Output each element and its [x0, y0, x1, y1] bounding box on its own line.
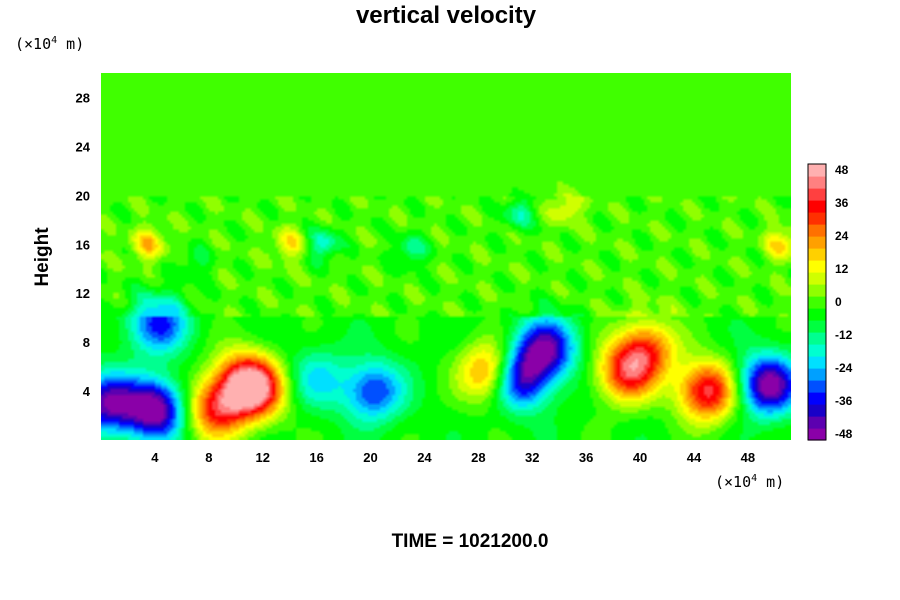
x-tick-label: 16 — [309, 450, 323, 465]
heatmap-feature-8 — [490, 371, 494, 375]
heatmap-feature-18 — [517, 212, 521, 216]
x-unit-label: (×104 m) — [715, 473, 784, 491]
time-label: TIME = 1021200.0 — [391, 531, 549, 552]
heatmap-feature-15 — [146, 242, 150, 246]
heatmap-feature-9 — [517, 377, 521, 381]
y-unit-label: (×104 m) — [15, 35, 84, 53]
x-tick-label: 48 — [741, 450, 755, 465]
colorbar-segment — [808, 212, 826, 225]
colorbar-frame — [807, 163, 827, 441]
colorbar-tick-label: -48 — [835, 427, 853, 441]
y-tick-label: 20 — [76, 188, 90, 203]
colorbar-tick-label: 12 — [835, 262, 849, 276]
heatmap-feature-3 — [214, 407, 218, 411]
y-tick-label: 4 — [83, 384, 91, 399]
x-tick-label: 24 — [417, 450, 432, 465]
x-tick-label: 28 — [471, 450, 485, 465]
heatmap-feature-11 — [625, 371, 629, 375]
colorbar-segment — [808, 272, 826, 285]
heatmap-feature-0 — [106, 401, 110, 405]
colorbar — [807, 163, 827, 441]
colorbar-segment — [808, 296, 826, 309]
colorbar-segment — [808, 344, 826, 357]
colorbar-segment — [808, 176, 826, 189]
colorbar-segment — [808, 188, 826, 201]
heatmap-feature-19 — [564, 206, 568, 210]
heatmap-feature-7 — [371, 389, 375, 393]
colorbar-segment — [808, 260, 826, 273]
colorbar-segment — [808, 200, 826, 213]
x-tick-label: 32 — [525, 450, 539, 465]
colorbar-segment — [808, 356, 826, 369]
heatmap-feature-21 — [409, 248, 413, 252]
colorbar-segment — [808, 284, 826, 297]
colorbar-segment — [808, 308, 826, 321]
y-tick-label: 16 — [76, 237, 90, 252]
colorbar-segment — [808, 248, 826, 261]
x-tick-label: 12 — [255, 450, 269, 465]
y-axis-label: Height — [32, 227, 53, 287]
colorbar-tick-label: -36 — [835, 394, 853, 408]
heatmap-feature-16 — [288, 242, 292, 246]
colorbar-segment — [808, 236, 826, 249]
x-tick-label: 40 — [633, 450, 647, 465]
heatmap-feature-1 — [153, 407, 157, 411]
y-tick-label: 28 — [76, 90, 90, 105]
colorbar-segment — [808, 428, 826, 441]
x-tick-label: 4 — [151, 450, 159, 465]
x-tick-label: 36 — [579, 450, 593, 465]
y-axis-ticks: 4 8 12 16 20 24 28 — [76, 90, 91, 399]
heatmap-feature-17 — [321, 242, 325, 246]
x-tick-label: 44 — [687, 450, 702, 465]
colorbar-tick-label: -24 — [835, 361, 853, 375]
colorbar-tick-label: 0 — [835, 295, 842, 309]
colorbar-segment — [808, 392, 826, 405]
colorbar-ticks: 48 36 24 12 0 -12 -24 -36 -48 — [835, 163, 853, 441]
heatmap-feature-4 — [254, 389, 258, 393]
colorbar-tick-label: 24 — [835, 229, 849, 243]
heatmap-feature-14 — [766, 383, 770, 387]
heatmap-plot — [101, 73, 791, 440]
heatmap-feature-20 — [780, 242, 784, 246]
heatmap-feature-10 — [544, 346, 548, 350]
x-tick-label: 8 — [205, 450, 212, 465]
y-tick-label: 24 — [76, 139, 91, 154]
colorbar-segment — [808, 416, 826, 429]
chart-title: vertical velocity — [356, 2, 537, 29]
colorbar-segment — [808, 332, 826, 345]
heatmap-feature-2 — [156, 322, 160, 326]
heatmap-feature-13 — [705, 389, 709, 393]
colorbar-segment — [808, 320, 826, 333]
colorbar-segment — [808, 164, 826, 177]
colorbar-tick-label: 36 — [835, 196, 849, 210]
heatmap-feature-22 — [193, 261, 197, 265]
colorbar-tick-label: 48 — [835, 163, 849, 177]
y-tick-label: 12 — [76, 286, 90, 301]
colorbar-segment — [808, 224, 826, 237]
y-tick-label: 8 — [83, 335, 90, 350]
colorbar-segment — [808, 368, 826, 381]
colorbar-segment — [808, 404, 826, 417]
x-tick-label: 20 — [363, 450, 377, 465]
colorbar-tick-label: -12 — [835, 328, 853, 342]
x-axis-ticks: 4 8 12 16 20 24 28 32 36 40 44 48 — [151, 450, 755, 465]
heatmap-feature-5 — [241, 377, 245, 381]
heatmap-feature-6 — [315, 377, 319, 381]
colorbar-segment — [808, 380, 826, 393]
heatmap-feature-12 — [645, 346, 649, 350]
heatmap-field — [101, 73, 791, 440]
